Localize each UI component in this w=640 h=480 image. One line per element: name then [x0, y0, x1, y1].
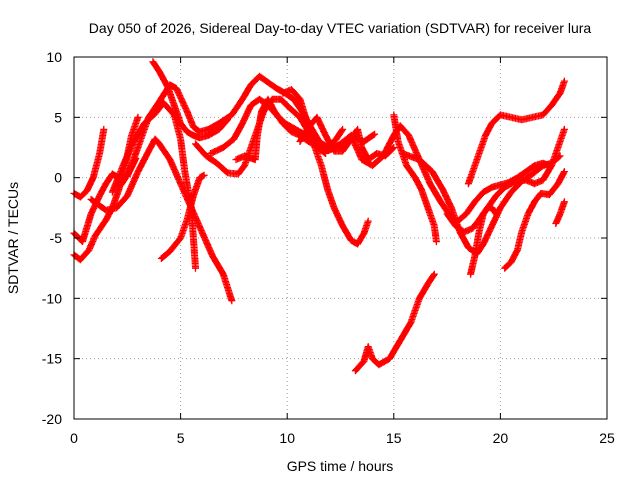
y-tick-label: 10: [46, 49, 62, 65]
y-tick-label: 5: [54, 109, 62, 125]
y-tick-label: -10: [42, 290, 62, 306]
data-point-markers: [157, 171, 208, 262]
series-s20: [467, 204, 500, 278]
data-point-markers: [390, 111, 440, 246]
x-tick-label: 10: [279, 430, 295, 446]
data-point-markers: [552, 198, 568, 227]
series-s15: [351, 270, 438, 375]
x-tick-label: 25: [599, 430, 615, 446]
series-s16: [390, 111, 440, 246]
data-point-markers: [347, 122, 553, 225]
axis-ticks: 0 5 10 15 20 25 -20 -15 -10 -5 0 5 10: [42, 49, 615, 446]
y-axis-label: SDTVAR / TECUs: [5, 182, 21, 294]
series-s22: [552, 198, 568, 227]
series-s12: [279, 86, 372, 248]
data-point-markers: [123, 72, 347, 180]
data-point-markers: [87, 135, 236, 305]
y-tick-label: 0: [54, 170, 62, 186]
series-s6: [123, 72, 347, 180]
data-point-markers: [149, 58, 231, 142]
plot-area: [70, 58, 568, 375]
series-s7: [149, 58, 231, 142]
data-point-markers: [279, 86, 372, 248]
y-tick-label: -5: [50, 230, 63, 246]
x-tick-label: 0: [70, 430, 78, 446]
y-tick-label: -15: [42, 351, 62, 367]
chart-title: Day 050 of 2026, Sidereal Day-to-day VTE…: [89, 20, 592, 36]
x-axis-label: GPS time / hours: [287, 458, 394, 474]
series-s4: [87, 135, 236, 305]
series-s8: [157, 171, 208, 262]
series-s21: [501, 168, 568, 272]
x-tick-label: 20: [493, 430, 509, 446]
x-tick-label: 5: [177, 430, 185, 446]
y-tick-label: -20: [42, 411, 62, 427]
data-point-markers: [351, 270, 438, 375]
x-tick-label: 15: [386, 430, 402, 446]
data-point-markers: [464, 77, 568, 188]
data-point-markers: [501, 168, 568, 272]
data-point-markers: [467, 204, 500, 278]
series-s18: [464, 77, 568, 188]
series-s14: [347, 122, 553, 225]
